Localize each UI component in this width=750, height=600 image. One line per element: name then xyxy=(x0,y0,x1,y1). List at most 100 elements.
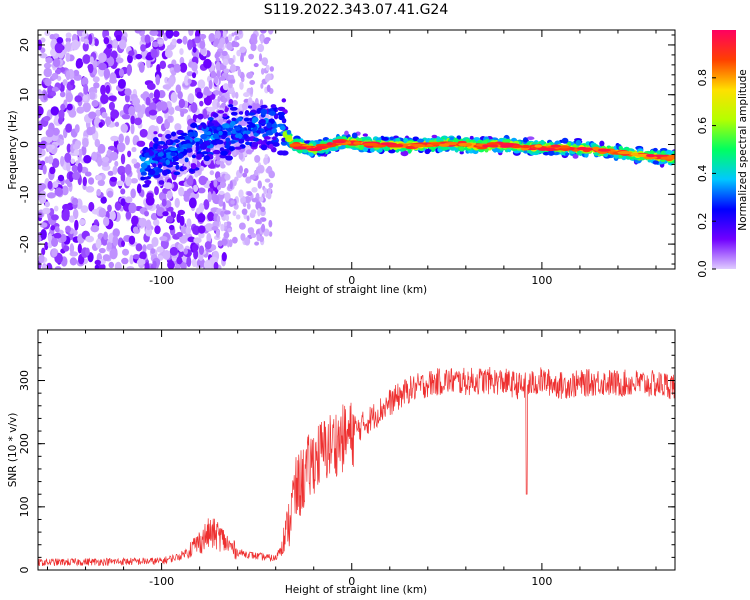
spectrogram-cell xyxy=(292,138,301,144)
spectrogram-cell xyxy=(40,37,46,43)
spectrogram-cell xyxy=(280,140,288,146)
spectrogram-cell xyxy=(84,171,92,177)
spectrogram-cell xyxy=(60,155,65,167)
spectrogram-cell xyxy=(131,158,138,165)
spectrogram-cell xyxy=(204,241,212,250)
spectrogram-cell xyxy=(184,157,189,163)
spectrogram-cell xyxy=(243,167,249,174)
spectrogram-cell xyxy=(263,136,271,140)
spectrogram-cell xyxy=(105,116,112,126)
spectrogram-cell xyxy=(246,71,254,79)
spectrogram-cell xyxy=(389,136,395,141)
colorbar-ticks: 0.0 0.2 0.4 0.6 0.8 xyxy=(696,69,716,278)
spectrogram-cell xyxy=(80,36,86,42)
spectrogram-cell xyxy=(203,260,212,269)
spectrogram-cell xyxy=(245,130,251,135)
spectrogram-cell xyxy=(65,70,71,81)
spectrogram-cell xyxy=(353,141,362,145)
spectrogram-cell xyxy=(135,53,143,60)
spectrogram-cell xyxy=(62,79,68,86)
spectrogram-cell xyxy=(229,106,238,111)
spectrogram-cell xyxy=(72,171,80,181)
spectrogram-cell xyxy=(136,140,146,147)
spectrogram-cell xyxy=(109,248,118,260)
spectrogram-cell xyxy=(186,188,194,194)
spectrogram-cell xyxy=(206,106,216,112)
spectrogram-cell xyxy=(599,140,605,147)
spectrogram-cell xyxy=(268,231,273,237)
spectrogram-cell xyxy=(64,152,72,163)
spectrogram-cell xyxy=(114,121,120,127)
spectrogram-cell xyxy=(197,187,206,194)
spectrogram-cell xyxy=(89,56,94,64)
spectrogram-cell xyxy=(217,95,221,103)
spectrogram-cell xyxy=(194,172,199,178)
spectrogram-cell xyxy=(105,84,111,95)
spectrogram-cell xyxy=(128,105,136,116)
spectrogram-cell xyxy=(215,30,221,39)
spectrogram-cell xyxy=(254,218,262,225)
spectrogram-cell xyxy=(47,180,53,190)
spectrogram-cell xyxy=(39,222,48,228)
spectrogram-cell xyxy=(126,266,135,269)
spectrogram-cell xyxy=(103,68,111,80)
spectrogram-cell xyxy=(416,138,425,143)
spectrogram-cell xyxy=(85,247,90,257)
spectrogram-cell xyxy=(248,227,255,235)
spectrogram-cell xyxy=(164,76,169,84)
spectrogram-cell xyxy=(157,152,164,157)
spectrogram-cell xyxy=(110,50,118,60)
spectrogram-cell xyxy=(51,72,59,80)
spectrogram-cell xyxy=(43,91,48,101)
spectrogram-cell xyxy=(178,98,186,109)
spectrogram-cell xyxy=(187,93,195,104)
spectrogram-cell xyxy=(51,248,58,257)
spectrogram-cell xyxy=(125,176,132,187)
spectrogram-cell xyxy=(150,212,158,221)
spectrogram-cell xyxy=(204,223,214,232)
spectrogram-cell xyxy=(405,145,415,150)
spectrogram-cell xyxy=(65,52,71,62)
spectrogram-cell xyxy=(109,176,118,182)
spectrogram-cell xyxy=(177,135,186,140)
spectrogram-cell xyxy=(124,88,132,96)
spectrogram-cell xyxy=(180,132,188,137)
snr-y-tick-labels: 0 100 200 300 xyxy=(18,370,31,573)
spectrogram-cell xyxy=(88,33,93,45)
spectrogram-cell xyxy=(558,145,570,149)
spectrogram-cell xyxy=(139,251,147,260)
spectrogram-cell xyxy=(256,233,261,242)
spectrogram-cell xyxy=(65,37,72,43)
spectrogram-cell xyxy=(41,196,47,204)
spectrogram-cell xyxy=(362,133,368,137)
spectrogram-cell xyxy=(174,139,180,144)
spectrogram-cell xyxy=(199,40,206,50)
spectrogram-cell xyxy=(102,254,111,262)
spectrogram-cell xyxy=(572,154,579,159)
spectrogram-cell xyxy=(216,70,221,79)
spectrogram-cell xyxy=(98,52,107,63)
spectrogram-cell xyxy=(247,112,256,116)
spectrogram-cell xyxy=(154,186,159,196)
spectrogram-cell xyxy=(199,33,207,40)
spectrogram-cell xyxy=(145,195,155,206)
spectrogram-cell xyxy=(187,39,193,51)
spectrogram-cell xyxy=(212,125,218,130)
spectrogram-cell xyxy=(245,149,253,155)
spectrogram-cell xyxy=(279,125,286,131)
spectrogram-cell xyxy=(145,219,152,231)
spectrogram-cell xyxy=(161,198,167,207)
spectrogram-cell xyxy=(54,187,64,197)
spectrogram-cell xyxy=(130,177,138,184)
spectrogram-cell xyxy=(193,131,198,138)
spectrogram-cell xyxy=(196,91,203,99)
spectrogram-cell xyxy=(251,141,257,148)
spectrogram-cell xyxy=(225,141,230,147)
spectrogram-cell xyxy=(224,92,230,99)
spectrogram-cell xyxy=(120,198,126,207)
spectrogram-cell xyxy=(186,256,192,268)
snr-y-tick-label: 0 xyxy=(18,567,31,574)
spectrogram-cell xyxy=(128,50,135,57)
spectrogram-cell xyxy=(251,198,259,203)
spectrogram-cell xyxy=(138,62,145,73)
